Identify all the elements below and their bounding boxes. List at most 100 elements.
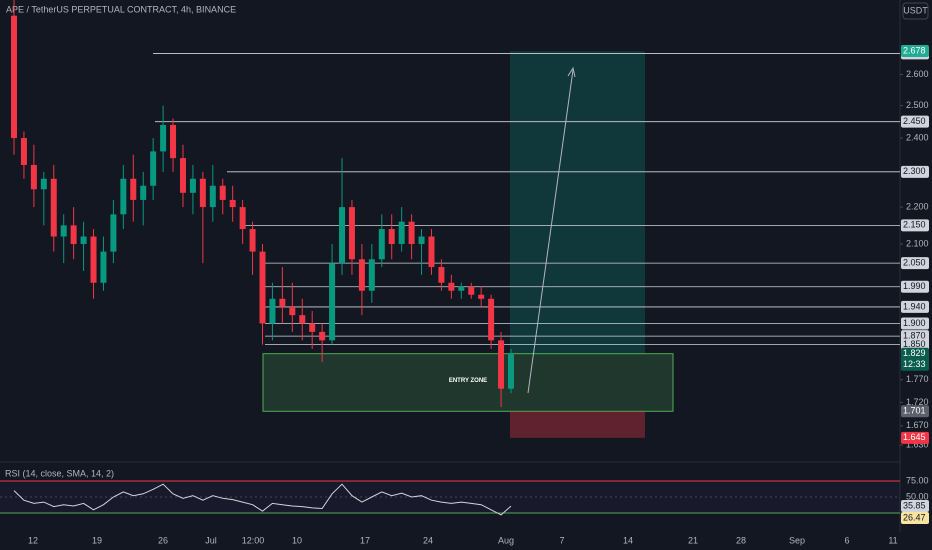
candle-body bbox=[80, 236, 87, 245]
x-tick-label: 17 bbox=[360, 535, 370, 545]
candle-body bbox=[140, 185, 147, 200]
level-label: 2.450 bbox=[903, 116, 926, 126]
rsi-line bbox=[13, 483, 512, 516]
candle-body bbox=[378, 229, 385, 260]
level-tag bbox=[901, 257, 929, 270]
level-label: 2.300 bbox=[903, 166, 926, 176]
y-tick-label: 1.770 bbox=[906, 374, 929, 384]
candle-body bbox=[189, 178, 196, 193]
candle-body bbox=[259, 251, 266, 324]
candle-body bbox=[120, 178, 127, 215]
currency-button[interactable] bbox=[902, 2, 929, 20]
level-label: 1.870 bbox=[903, 330, 926, 340]
candle-body bbox=[130, 178, 137, 200]
x-tick-label: 26 bbox=[158, 535, 168, 545]
rsi-title: RSI (14, close, SMA, 14, 2) bbox=[5, 468, 114, 478]
x-tick-label: 28 bbox=[736, 535, 746, 545]
stop-tag bbox=[901, 431, 929, 444]
candle-body bbox=[170, 124, 177, 159]
candle-body bbox=[11, 15, 17, 139]
level-label: 1.900 bbox=[903, 318, 926, 328]
level-label: 2.050 bbox=[903, 258, 926, 268]
x-tick-label: 21 bbox=[688, 535, 698, 545]
candle-body bbox=[309, 323, 316, 332]
entry-bottom-label: 1.701 bbox=[903, 406, 926, 416]
x-tick-label: 12 bbox=[28, 535, 38, 545]
level-label: 2.150 bbox=[903, 220, 926, 230]
x-tick-label: 10 bbox=[292, 535, 302, 545]
rsi-value-tag bbox=[901, 500, 929, 513]
candle-body bbox=[468, 286, 475, 295]
countdown-label: 12:33 bbox=[903, 359, 926, 369]
level-label: 1.990 bbox=[903, 281, 926, 291]
current-price-tag bbox=[901, 347, 929, 371]
symbol-title: APE / TetherUS PERPETUAL CONTRACT, 4h, B… bbox=[6, 4, 236, 14]
candle-body bbox=[498, 340, 505, 389]
rsi-tick-label: 50.00 bbox=[906, 491, 929, 501]
candle-body bbox=[339, 207, 346, 264]
candle-body bbox=[179, 158, 186, 193]
candle-body bbox=[508, 353, 514, 389]
level-label: 1.850 bbox=[903, 339, 926, 349]
level-tag bbox=[901, 165, 929, 178]
level-tag bbox=[901, 338, 929, 351]
level-tag bbox=[901, 280, 929, 293]
candle-body bbox=[418, 236, 425, 245]
y-tick-label: 2.500 bbox=[906, 100, 929, 110]
candle-body bbox=[428, 236, 435, 268]
x-tick-label: 24 bbox=[423, 535, 433, 545]
x-tick-label: 14 bbox=[623, 535, 633, 545]
y-tick-label: 2.600 bbox=[906, 69, 929, 79]
candle-body bbox=[358, 259, 365, 291]
level-tag bbox=[901, 317, 929, 330]
x-tick-label: Jul bbox=[205, 535, 217, 545]
level-label: 1.940 bbox=[903, 301, 926, 311]
candle-body bbox=[398, 221, 405, 245]
candle-body bbox=[299, 315, 306, 324]
candle-body bbox=[150, 151, 157, 186]
candle-body bbox=[348, 207, 355, 260]
y-tick-label: 2.100 bbox=[906, 238, 929, 248]
entry-zone bbox=[262, 353, 674, 412]
rsi-tick-label: 75.00 bbox=[906, 475, 929, 485]
candle-body bbox=[50, 178, 57, 237]
candle-body bbox=[478, 294, 485, 299]
target-label: 2.678 bbox=[903, 45, 926, 55]
x-tick-label: Aug bbox=[498, 535, 514, 545]
candle-body bbox=[269, 298, 276, 324]
candle-body bbox=[249, 229, 256, 252]
stop-label: 1.645 bbox=[903, 432, 926, 442]
candle-body bbox=[488, 298, 495, 341]
candle-body bbox=[219, 185, 226, 200]
currency-label[interactable]: USDT bbox=[903, 5, 928, 15]
candle-body bbox=[209, 185, 216, 208]
current-price-label: 1.829 bbox=[903, 348, 926, 358]
candle-body bbox=[448, 282, 455, 291]
candle-body bbox=[229, 199, 236, 208]
candle-body bbox=[20, 138, 27, 165]
arrow-head bbox=[567, 66, 576, 78]
y-tick-label: 2.200 bbox=[906, 201, 929, 211]
candle-body bbox=[30, 164, 37, 190]
target-tag bbox=[901, 45, 929, 58]
level-tag bbox=[901, 300, 929, 313]
y-tick-label: 2.400 bbox=[906, 132, 929, 142]
stop-zone bbox=[510, 411, 645, 438]
y-tick-label: 1.720 bbox=[906, 397, 929, 407]
candle-body bbox=[60, 225, 67, 237]
x-tick-label: 7 bbox=[559, 535, 564, 545]
rsi-value-label: 35.85 bbox=[903, 500, 926, 510]
candle-body bbox=[40, 178, 47, 190]
candle-body bbox=[110, 214, 117, 252]
candle-body bbox=[458, 286, 465, 291]
target-zone bbox=[510, 51, 645, 354]
level-tag bbox=[901, 219, 929, 232]
rsi-sma-label: 26.47 bbox=[903, 512, 926, 522]
y-tick-label: 1.670 bbox=[906, 420, 929, 430]
candle-body bbox=[199, 178, 206, 208]
candle-body bbox=[160, 124, 167, 152]
x-tick-label: Sep bbox=[789, 535, 805, 545]
candle-body bbox=[438, 267, 445, 283]
arrow-line bbox=[527, 69, 574, 394]
